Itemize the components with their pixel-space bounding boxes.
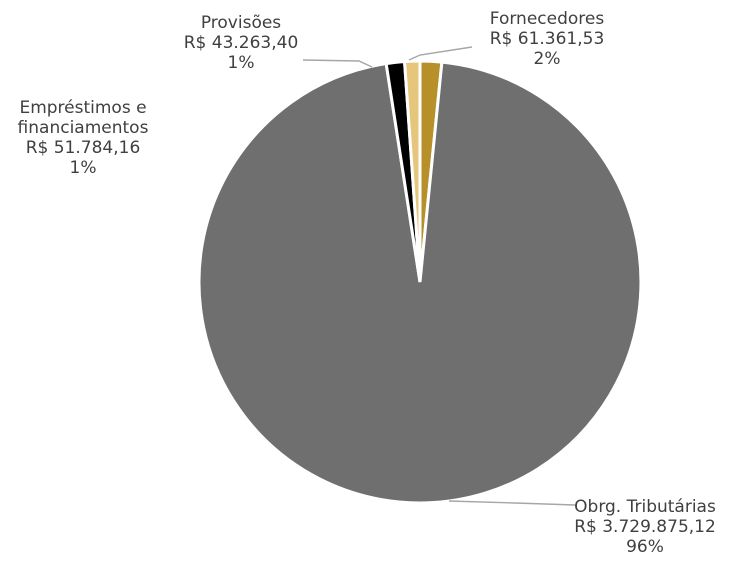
- label-emprestimos: Empréstimos e financiamentos R$ 51.784,1…: [3, 98, 163, 178]
- label-provisoes: Provisões R$ 43.263,40 1%: [166, 13, 316, 73]
- pie-slice-obrg-tributarias: [197, 60, 643, 505]
- label-fornecedores-percent: 2%: [533, 49, 561, 69]
- label-provisoes-value: R$ 43.263,40: [183, 33, 299, 53]
- label-fornecedores-value: R$ 61.361,53: [489, 29, 605, 49]
- leader-line-provisoes: [302, 59, 373, 68]
- label-obrg-tributarias-percent: 96%: [626, 537, 664, 557]
- label-emprestimos-name-line-1: Empréstimos e: [19, 98, 147, 118]
- label-emprestimos-percent: 1%: [69, 158, 97, 178]
- pie-slice-provisoes: [402, 59, 422, 283]
- label-emprestimos-value: R$ 51.784,16: [25, 138, 141, 158]
- label-obrg-tributarias: Obrg. Tributárias R$ 3.729.875,12 96%: [565, 497, 725, 557]
- leader-line-fornecedores: [408, 46, 473, 61]
- label-fornecedores-name: Fornecedores: [489, 9, 605, 29]
- label-provisoes-percent: 1%: [227, 53, 255, 73]
- label-provisoes-name: Provisões: [200, 13, 282, 33]
- label-fornecedores: Fornecedores R$ 61.361,53 2%: [472, 9, 622, 69]
- label-obrg-tributarias-value: R$ 3.729.875,12: [574, 517, 716, 537]
- label-obrg-tributarias-name: Obrg. Tributárias: [574, 497, 716, 517]
- label-emprestimos-name-line-2: financiamentos: [17, 118, 149, 138]
- leader-line-obrg-tributarias: [448, 500, 576, 506]
